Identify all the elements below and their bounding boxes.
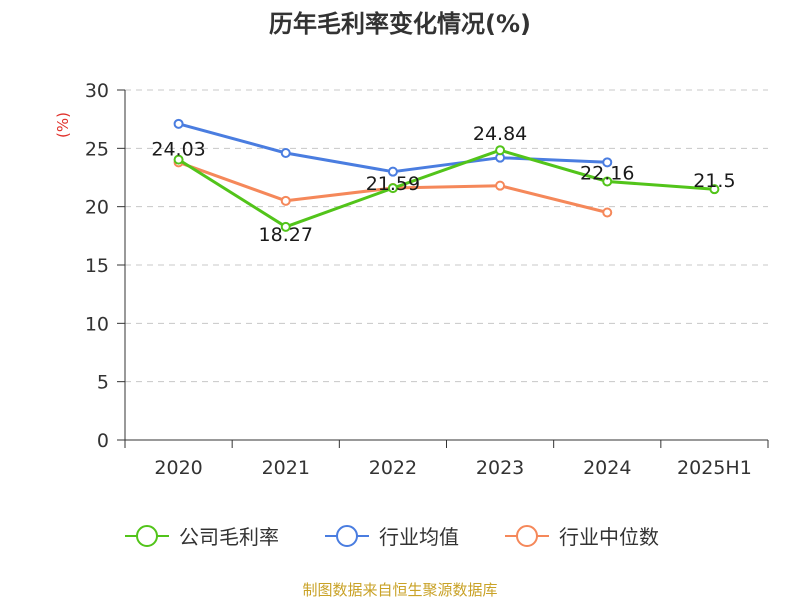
grid [125,89,768,383]
y-tick-label: 20 [85,197,109,219]
data-label: 22.16 [580,162,634,184]
data-label: 24.03 [151,139,205,161]
data-label: 24.84 [473,123,527,145]
y-tick-label: 15 [85,255,109,277]
legend-marker [136,525,158,547]
x-tick-label: 2024 [583,457,631,479]
data-label: 21.5 [693,170,735,192]
legend-item[interactable]: 行业中位数 [505,525,659,549]
legend[interactable]: 公司毛利率 行业均值 行业中位数 [125,525,659,549]
y-tick-label: 30 [85,80,109,102]
data-label: 21.59 [366,173,420,195]
data-point [280,221,291,232]
legend-item[interactable]: 行业均值 [325,525,459,549]
x-tick-label: 2023 [476,457,524,479]
series-line [178,122,608,174]
data-point [173,154,184,165]
data-point [602,176,613,187]
data-labels: 24.03 18.27 21.59 24.84 22.16 21.5 [151,123,735,246]
legend-marker [336,525,358,547]
y-tick-label: 10 [85,313,109,335]
data-point [173,118,184,129]
chart-title: 历年毛利率变化情况(%) [269,10,531,38]
data-point [602,207,613,218]
data-point [280,195,291,206]
x-tick-label: 2020 [154,457,202,479]
data-point [387,166,398,177]
data-label: 18.27 [259,224,313,246]
y-tick-label: 25 [85,138,109,160]
legend-label: 行业中位数 [559,525,659,549]
data-point [495,180,506,191]
x-tick-label: 2025H1 [677,457,752,479]
legend-label: 行业均值 [379,525,459,549]
data-point [280,148,291,158]
source-footer: 制图数据来自恒生聚源数据库 [302,581,497,599]
legend-label: 公司毛利率 [179,525,279,549]
series-line [177,148,715,229]
y-axis-unit: (%) [54,112,72,138]
data-point [387,183,398,194]
y-tick-label: 0 [97,430,109,452]
data-point [709,184,720,195]
data-point [495,145,506,156]
axes: 0 5 10 15 20 25 30 2020 2021 2022 2023 2024 2025H1 [85,80,769,479]
y-tick-label: 5 [97,372,109,394]
data-point [602,157,613,168]
series-lines [173,118,720,232]
legend-marker [516,525,538,547]
x-tick-label: 2021 [262,457,310,479]
x-tick-label: 2022 [369,457,417,479]
legend-item[interactable]: 公司毛利率 [125,525,279,549]
